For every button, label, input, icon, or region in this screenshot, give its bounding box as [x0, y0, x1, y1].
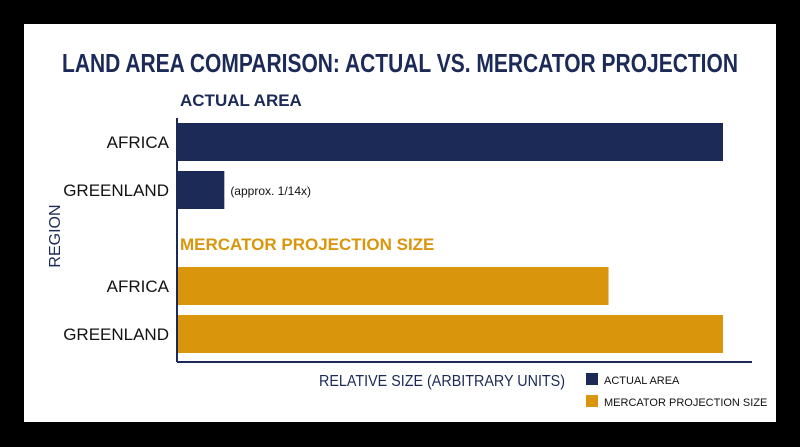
chart-title: LAND AREA COMPARISON: ACTUAL VS. MERCATO… [62, 48, 738, 78]
category-label: AFRICA [107, 133, 170, 152]
chart-frame: LAND AREA COMPARISON: ACTUAL VS. MERCATO… [24, 24, 776, 422]
legend-swatch [586, 373, 598, 385]
category-label: AFRICA [107, 277, 170, 296]
group-label: ACTUAL AREA [180, 91, 302, 110]
bar [178, 171, 225, 209]
data-annotation: (approx. 1/14x) [230, 184, 311, 198]
legend-label: MERCATOR PROJECTION SIZE [604, 397, 767, 409]
x-axis-label: RELATIVE SIZE (ARBITRARY UNITS) [319, 373, 565, 390]
legend-label: ACTUAL AREA [604, 375, 680, 387]
group-label: MERCATOR PROJECTION SIZE [180, 235, 434, 254]
y-axis-label: REGION [47, 204, 64, 267]
category-label: GREENLAND [63, 325, 169, 344]
bar [178, 123, 723, 161]
bar-chart: LAND AREA COMPARISON: ACTUAL VS. MERCATO… [47, 48, 767, 409]
legend-swatch [586, 395, 598, 407]
bar [178, 315, 723, 353]
category-label: GREENLAND [63, 181, 169, 200]
chart-marks: ACTUAL AREA AFRICA GREENLAND (approx. 1/14x… [63, 91, 767, 409]
bar [178, 267, 609, 305]
